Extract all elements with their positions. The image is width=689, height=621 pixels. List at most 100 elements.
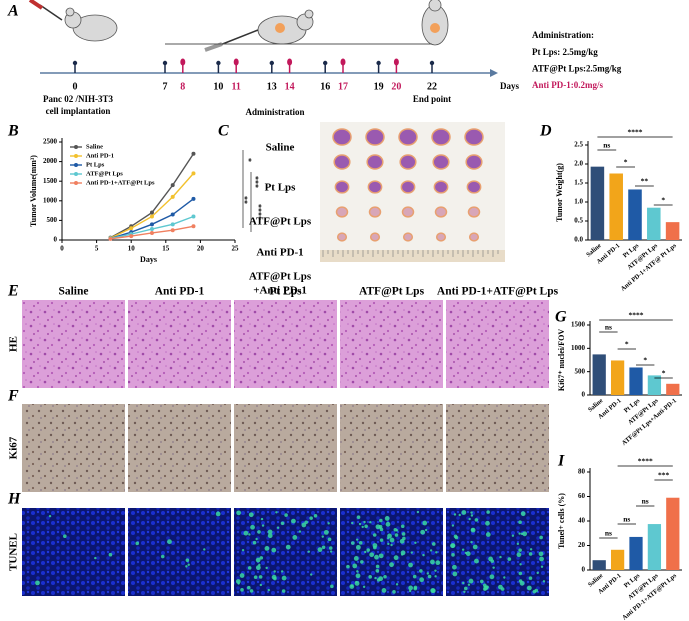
y-tick-label: 0 [582, 391, 586, 399]
tunel-signal [248, 512, 254, 518]
dose-day-label: 20 [391, 81, 401, 92]
tunel-signal [355, 538, 359, 541]
tunel-signal [240, 588, 244, 592]
y-tick-label: 1500 [571, 321, 586, 329]
tunel-signal [536, 571, 539, 575]
tunel-signal [249, 589, 254, 593]
dose-pin-head [340, 58, 346, 66]
tunel-signal [258, 575, 263, 579]
legend-label: ATF@Pt Lps [86, 170, 123, 177]
tunel-signal [413, 586, 418, 591]
tunel-signal [516, 552, 522, 558]
tunel-signal [450, 543, 455, 549]
y-axis-label: Ki67⁺ nuclei/FOV [557, 329, 566, 391]
tunel-signal [400, 553, 404, 556]
syringe [28, 0, 259, 52]
tunel-signal [470, 514, 474, 517]
tunel-signal [284, 513, 288, 517]
tunel-signal [539, 535, 543, 540]
significance-label: **** [628, 128, 643, 137]
tunel-signal [485, 585, 489, 589]
tunel-signal [369, 520, 372, 524]
tunel-signal [410, 551, 413, 554]
day-pin-head [376, 60, 381, 66]
tunel-signal [518, 520, 522, 525]
y-tick-label: 500 [575, 367, 586, 375]
tunel-signal [490, 559, 495, 563]
tunel-signal [259, 583, 263, 587]
histology-image [446, 404, 549, 492]
panel-label: C [218, 123, 229, 140]
y-tick-label: 60 [578, 492, 586, 500]
tumor [435, 232, 447, 242]
tunel-signal [369, 552, 375, 558]
tunel-signal [160, 554, 165, 559]
panel-label: D [539, 123, 552, 140]
tumor [401, 206, 415, 218]
tunel-signal [526, 585, 532, 591]
histology-image [446, 508, 549, 596]
day-label: 22 [427, 81, 437, 92]
administration-label: Administration [245, 107, 304, 117]
dose-pin-head [287, 58, 293, 66]
tunel-signal [187, 563, 190, 566]
tunel-signal [518, 571, 523, 576]
tunel-signal [255, 537, 258, 541]
tumor [335, 206, 349, 218]
implant-label: Panc 02 /NIH-3T3 [43, 94, 114, 104]
tunel-signal [255, 557, 261, 563]
histology-row-label: HE [8, 336, 20, 352]
tunel-signal [470, 527, 476, 533]
data-point [170, 194, 175, 199]
photo-row-label: Saline [266, 142, 295, 154]
tunel-signal [435, 560, 441, 566]
y-axis-label: Tumor Weight(g) [555, 163, 564, 222]
tunel-signal [470, 511, 473, 514]
tunel-signal [419, 577, 425, 583]
tumor [398, 128, 418, 146]
photo-row-label: Anti PD-1 [256, 247, 303, 259]
tunel-signal [384, 516, 390, 521]
tunel-signal [462, 581, 465, 585]
tunel-signal [472, 544, 478, 550]
tunel-signal [94, 556, 97, 560]
day-label: 13 [267, 81, 277, 92]
bar [628, 189, 642, 240]
significance-label: ** [641, 177, 649, 186]
tunel-signal [463, 586, 468, 591]
data-point [129, 226, 134, 231]
tunel-signal [330, 584, 334, 589]
significance-label: * [662, 369, 666, 378]
specimen-photo [320, 122, 505, 262]
histology-image [446, 300, 549, 388]
data-point [129, 234, 134, 239]
tunel-signal [378, 576, 384, 582]
tunel-signal [468, 578, 474, 584]
tunel-signal [374, 554, 379, 560]
panel-label: H [7, 491, 21, 508]
y-tick-label: 2000 [43, 157, 58, 165]
day-label: 19 [374, 81, 384, 92]
tunel-signal [253, 575, 258, 579]
tumor [466, 180, 482, 194]
data-point [191, 196, 196, 201]
tunel-signal [420, 529, 426, 535]
y-tick-label: 2.0 [574, 160, 583, 168]
dosing-line: Anti PD-1:0.2mg/s [532, 80, 603, 90]
significance-label: **** [254, 204, 263, 220]
tunel-signal [281, 575, 287, 581]
tunel-signal [453, 513, 457, 516]
x-tick-label: 10 [128, 245, 136, 253]
tunel-signal [528, 576, 533, 580]
tunel-signal [461, 548, 465, 551]
significance-label: ns [605, 529, 612, 538]
dose-pin-head [180, 58, 186, 66]
tunel-signal [261, 524, 265, 527]
tunel-signal [378, 553, 384, 559]
tunel-signal [329, 550, 333, 553]
tunel-signal [394, 533, 399, 537]
legend-label: Anti PD-1 [86, 152, 114, 159]
data-point [191, 171, 196, 176]
tunel-signal [474, 518, 479, 522]
